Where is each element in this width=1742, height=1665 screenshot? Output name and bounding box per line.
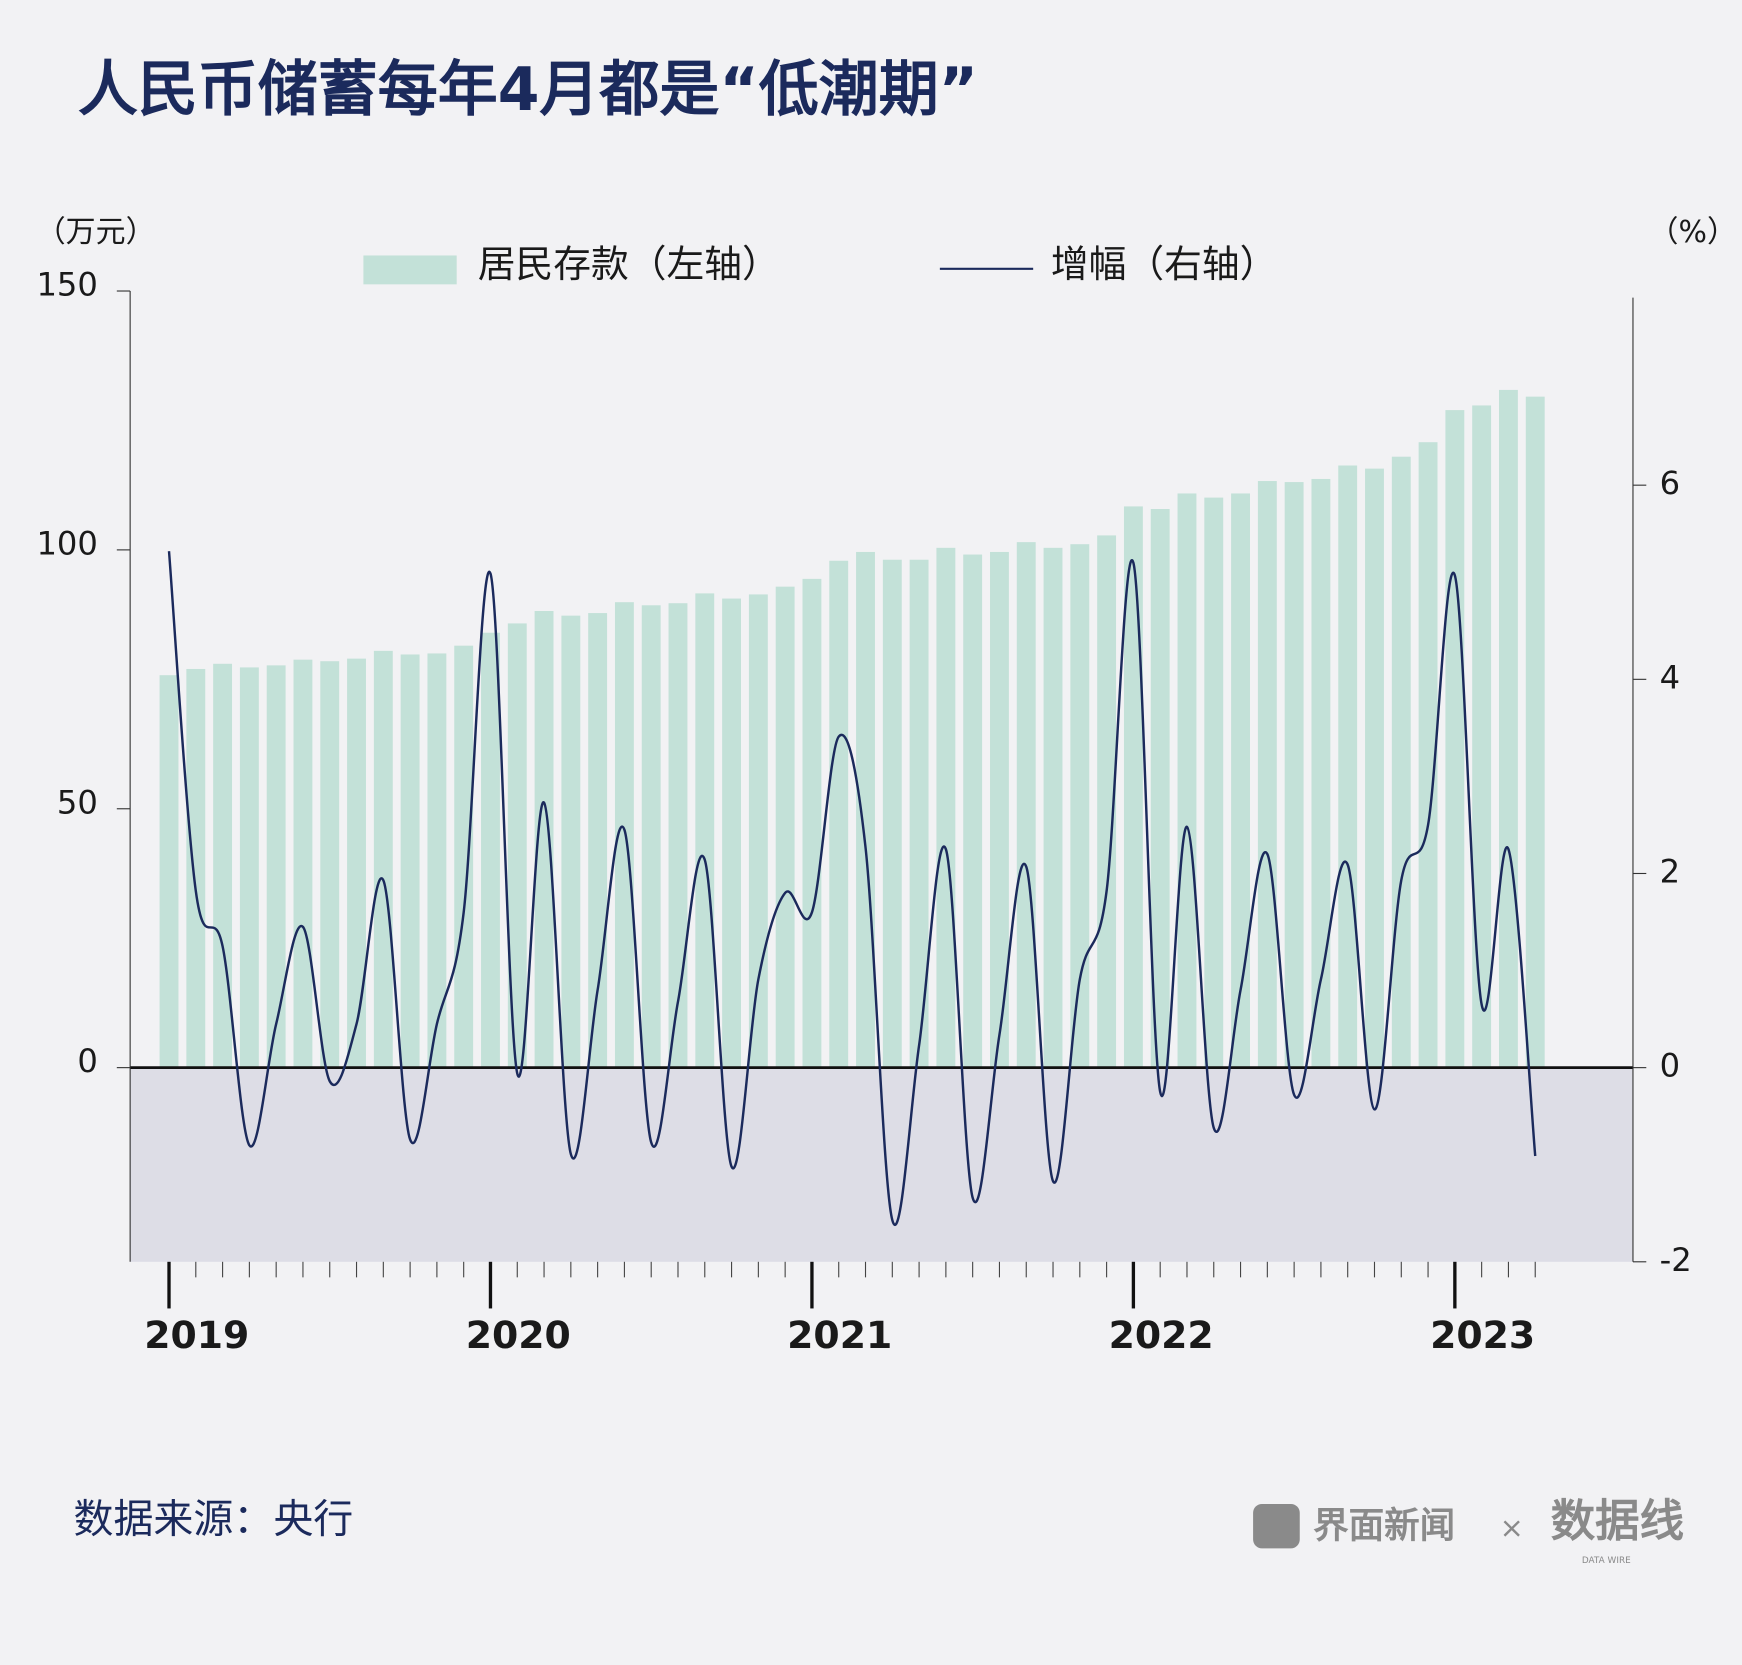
bar [1150, 508, 1170, 1068]
bar [1498, 389, 1518, 1068]
bar [1365, 468, 1384, 1068]
bar [1257, 481, 1277, 1068]
bar [1043, 547, 1063, 1068]
bar [400, 654, 420, 1068]
brand: 界面新闻 [1313, 1505, 1455, 1546]
bar [1016, 542, 1036, 1068]
bar [1231, 493, 1250, 1068]
bar [909, 559, 929, 1068]
legend-label: 居民存款（左轴） [478, 242, 780, 286]
bar [266, 665, 286, 1068]
bar [454, 645, 474, 1068]
y2-axis-label: （%） [1649, 215, 1737, 250]
x-tick-label: 2020 [466, 1313, 571, 1357]
bar [561, 615, 581, 1068]
bar [347, 658, 366, 1068]
bar [1097, 535, 1117, 1068]
x-tick-label: 2023 [1430, 1313, 1535, 1357]
bar [722, 598, 742, 1068]
bar [614, 602, 634, 1068]
bar [775, 586, 795, 1068]
legend-label: 增幅（右轴） [1051, 242, 1278, 286]
bar [1311, 478, 1331, 1068]
bar [1123, 506, 1143, 1068]
bar [1391, 456, 1411, 1068]
bar [588, 613, 608, 1068]
x-tick-label: 2022 [1109, 1313, 1214, 1357]
bar [186, 668, 206, 1068]
bar [1284, 482, 1304, 1068]
bar [990, 551, 1009, 1068]
bar [213, 663, 233, 1068]
bar [1472, 405, 1492, 1068]
y-tick-label: 100 [36, 524, 97, 562]
y-axis-label: （万元） [36, 215, 156, 250]
bar [1070, 544, 1090, 1068]
brand-icon [1253, 1503, 1300, 1549]
chart-title: 人民币储蓄每年4月都是“低潮期” [78, 55, 978, 125]
bar [481, 632, 500, 1068]
y-tick-label: 150 [36, 266, 97, 304]
bar [534, 610, 554, 1068]
bar [293, 659, 313, 1068]
y-tick-label: 0 [77, 1042, 97, 1080]
y-tick-label: 50 [57, 783, 98, 821]
x-tick-label: 2021 [787, 1313, 892, 1357]
bar [856, 551, 875, 1068]
bar [239, 667, 259, 1068]
bar [963, 554, 983, 1068]
y2-tick-label: 0 [1660, 1047, 1681, 1085]
bar [320, 661, 340, 1068]
bar [748, 594, 768, 1068]
bar [802, 578, 822, 1068]
bar [427, 653, 447, 1068]
y2-tick-label: 2 [1660, 852, 1681, 890]
y2-tick-label: -2 [1660, 1241, 1692, 1279]
bar [159, 675, 179, 1068]
source: 数据来源：央行 [73, 1497, 353, 1543]
bar [373, 650, 393, 1068]
bar [882, 559, 902, 1068]
bar [507, 623, 527, 1068]
bar [936, 547, 956, 1068]
bar [1418, 442, 1438, 1068]
bar [695, 593, 715, 1068]
y2-tick-label: 4 [1660, 658, 1681, 696]
bar [1525, 396, 1545, 1068]
bar [641, 605, 661, 1068]
bar [1204, 497, 1224, 1068]
line [167, 551, 1537, 1226]
bar [668, 603, 688, 1068]
bar [1177, 493, 1197, 1068]
logo-sub: DATA WIRE [1582, 1556, 1631, 1566]
bar [829, 560, 849, 1068]
bar [1338, 465, 1358, 1068]
y2-tick-label: 6 [1660, 464, 1681, 502]
legend-swatch [363, 255, 457, 285]
bar [1445, 410, 1465, 1068]
logo: 数据线 [1551, 1496, 1684, 1547]
x-tick-label: 2019 [144, 1313, 249, 1357]
separator: × [1500, 1510, 1524, 1544]
